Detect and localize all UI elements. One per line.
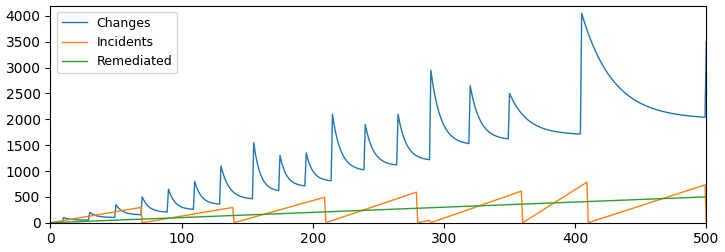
Changes	[209, 202, 218, 205]
Remediated	[702, 195, 710, 198]
Incidents	[209, 209, 218, 212]
Line: Incidents: Incidents	[51, 182, 706, 223]
Remediated	[46, 221, 55, 224]
Changes	[468, 97, 477, 100]
Remediated	[285, 212, 294, 215]
Incidents	[468, 207, 477, 210]
Remediated	[209, 215, 218, 218]
Line: Changes: Changes	[51, 13, 706, 223]
Incidents	[590, 219, 599, 222]
Incidents	[285, 206, 294, 209]
Remediated	[476, 204, 485, 207]
Changes	[476, 120, 485, 123]
Incidents	[476, 204, 485, 207]
Remediated	[589, 200, 598, 203]
Changes	[590, 48, 599, 51]
Incidents	[46, 221, 55, 224]
Incidents	[236, 219, 245, 222]
Changes	[285, 177, 294, 180]
Changes	[577, 12, 586, 15]
Changes	[236, 195, 245, 198]
Remediated	[468, 205, 477, 208]
Incidents	[702, 221, 710, 224]
Changes	[702, 40, 710, 43]
Line: Remediated: Remediated	[51, 197, 706, 223]
Legend: Changes, Incidents, Remediated: Changes, Incidents, Remediated	[57, 12, 178, 73]
Incidents	[583, 181, 592, 184]
Remediated	[236, 214, 245, 217]
Changes	[46, 221, 55, 224]
